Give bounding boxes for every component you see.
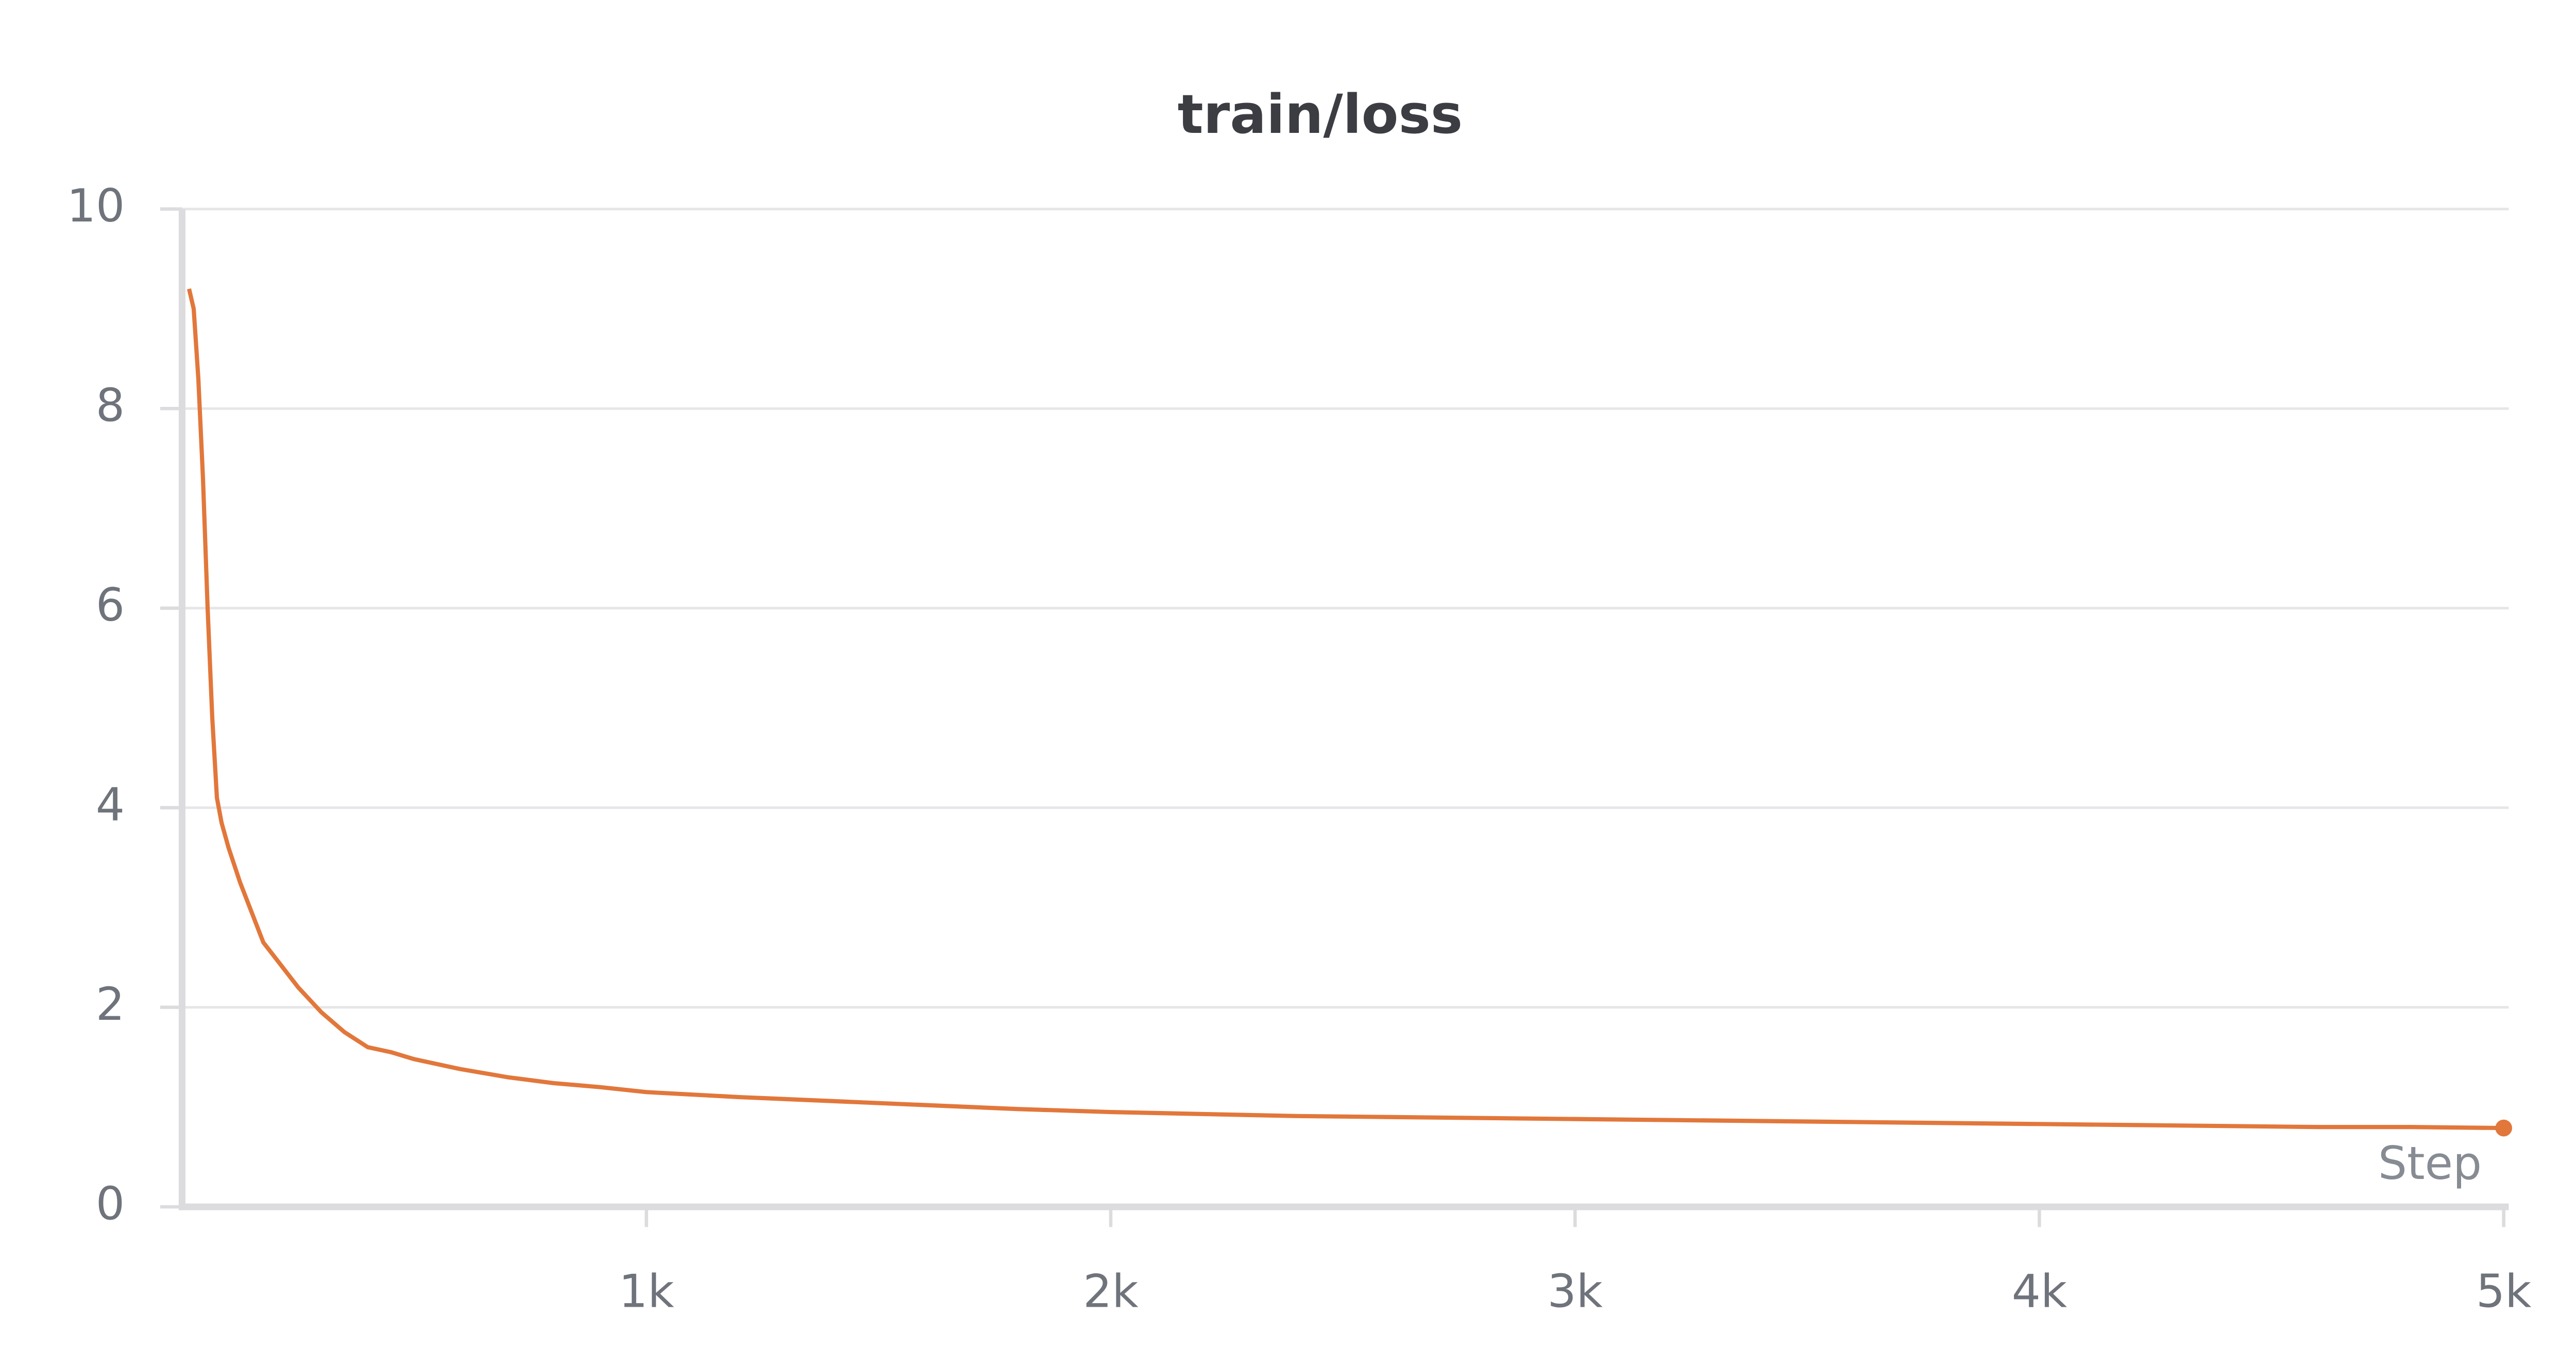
- chart-title: train/loss: [1178, 83, 1463, 146]
- y-tick-label: 8: [96, 379, 125, 432]
- x-tick-label: 2k: [1083, 1265, 1138, 1318]
- x-tick-label: 4k: [2012, 1265, 2067, 1318]
- x-tick-label: 3k: [1547, 1265, 1602, 1318]
- end-point: [2495, 1119, 2513, 1137]
- x-tick-label: 5k: [2476, 1265, 2531, 1318]
- x-tick-label: 1k: [619, 1265, 674, 1318]
- y-tick-label: 6: [96, 578, 125, 631]
- y-tick-label: 2: [96, 978, 125, 1031]
- x-axis-label: Step: [2378, 1137, 2482, 1190]
- y-tick-label: 4: [96, 778, 125, 831]
- y-tick-label: 10: [67, 179, 125, 232]
- loss-line: [187, 288, 2504, 1131]
- y-tick-label: 0: [96, 1177, 125, 1230]
